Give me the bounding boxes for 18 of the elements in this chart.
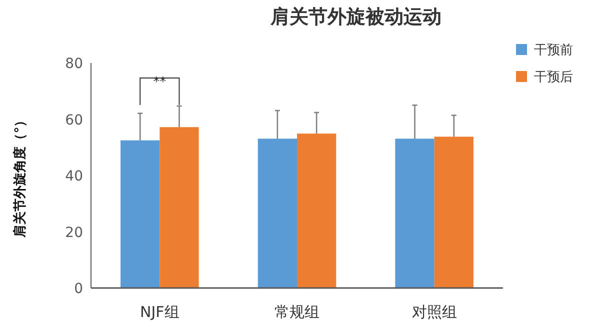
bar [120,140,160,288]
chart-title: 肩关节外旋被动运动 [270,6,442,28]
y-tick-label: 0 [74,281,83,297]
y-axis-title: 肩关节外旋角度（°） [12,114,28,238]
bar [434,136,474,288]
bar [297,134,336,288]
bar [395,138,434,288]
bar [160,127,199,288]
legend-label: 干预后 [534,70,573,85]
y-tick-label: 40 [65,168,83,184]
y-tick-label: 20 [65,224,83,241]
x-tick-label: NJF组 [140,303,180,321]
x-tick-label: 对照组 [412,303,457,321]
bar [258,138,297,288]
y-tick-label: 60 [65,112,83,128]
y-tick-label: 80 [65,56,83,72]
x-tick-label: 常规组 [274,303,320,321]
legend-label: 干预前 [534,43,573,58]
